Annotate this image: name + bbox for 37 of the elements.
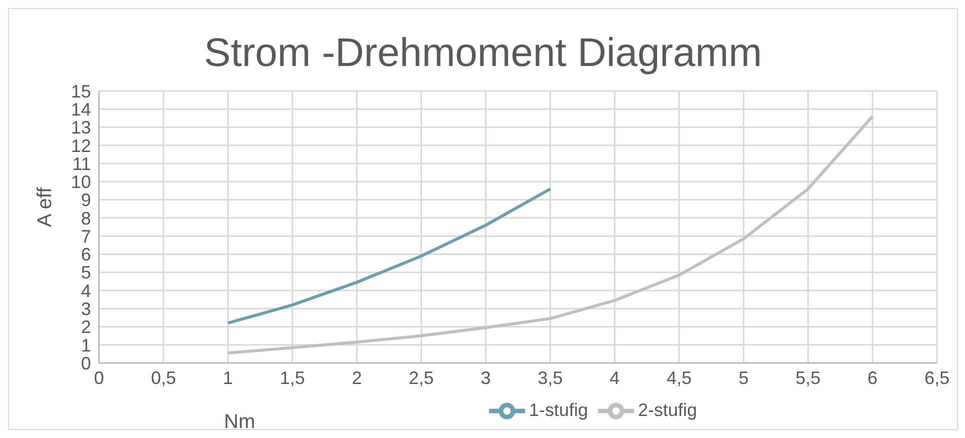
y-tick-label: 3 xyxy=(80,298,91,319)
y-tick-label: 4 xyxy=(80,280,91,301)
y-tick-label: 5 xyxy=(80,262,91,283)
x-tick-label: 2,5 xyxy=(408,368,434,388)
x-axis-title: Nm xyxy=(224,411,256,433)
y-tick-label: 12 xyxy=(70,136,91,156)
line-series xyxy=(226,187,552,325)
y-tick-label: 15 xyxy=(70,81,91,102)
y-tick-label: 7 xyxy=(80,226,91,246)
y-tick-label: 6 xyxy=(80,244,91,265)
y-tick-label: 11 xyxy=(72,154,91,174)
y-tick-label: 9 xyxy=(80,190,91,210)
x-tick-label: 4,5 xyxy=(666,368,692,388)
x-tick-label: 0,5 xyxy=(150,368,176,388)
x-tick-label: 3,5 xyxy=(538,368,563,388)
y-tick-label: 0 xyxy=(80,353,91,374)
x-tick-label: 5,5 xyxy=(796,368,821,388)
x-tick-label: 1,5 xyxy=(280,368,305,388)
x-tick-label: 6,5 xyxy=(924,368,950,388)
y-tick-label: 10 xyxy=(70,172,91,192)
x-tick-label: 6 xyxy=(868,368,878,388)
chart-title: Strom -Drehmoment Diagramm xyxy=(203,31,763,76)
line-series xyxy=(226,114,874,355)
x-tick-label: 0 xyxy=(94,368,104,388)
y-axis-title: A eff xyxy=(34,186,56,227)
y-tick-label: 1 xyxy=(80,335,91,356)
y-tick-label: 8 xyxy=(80,208,91,228)
x-tick-label: 2 xyxy=(352,368,362,388)
x-tick-label: 4 xyxy=(610,368,620,388)
y-tick-label: 13 xyxy=(70,118,91,138)
legend-label: 1-stufig xyxy=(528,400,588,420)
x-tick-label: 1 xyxy=(222,368,233,388)
x-tick-label: 3 xyxy=(480,368,491,388)
y-tick-label: 14 xyxy=(70,100,91,120)
x-tick-label: 5 xyxy=(738,368,749,388)
y-tick-label: 2 xyxy=(80,317,91,338)
legend-label: 2-stufig xyxy=(638,400,698,420)
